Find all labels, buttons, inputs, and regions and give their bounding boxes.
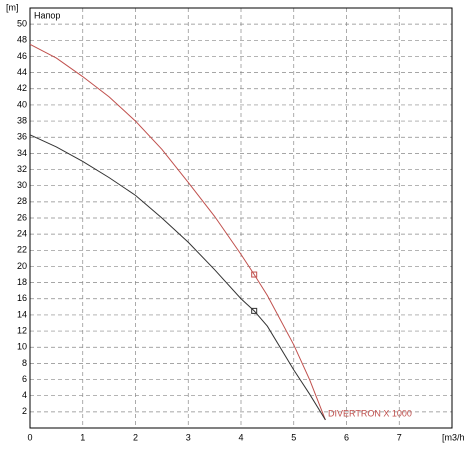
y-tick-label: 26 (17, 212, 27, 222)
y-tick-label: 10 (17, 342, 27, 352)
y-tick-label: 6 (22, 374, 27, 384)
y-tick-label: 8 (22, 358, 27, 368)
operating-point (251, 271, 258, 278)
y-tick-label: 2 (22, 406, 27, 416)
y-tick-label: 28 (17, 196, 27, 206)
inner-label: Напор (34, 10, 60, 20)
y-tick-label: 42 (17, 83, 27, 93)
x-tick-label: 7 (397, 432, 402, 442)
plot-frame (29, 7, 453, 429)
y-tick-label: 36 (17, 132, 27, 142)
y-tick-label: 40 (17, 99, 27, 109)
y-tick-label: 48 (17, 35, 27, 45)
x-tick-label: 6 (344, 432, 349, 442)
y-tick-label: 20 (17, 261, 27, 271)
x-tick-label: 3 (186, 432, 191, 442)
operating-point (251, 307, 258, 314)
curve (29, 134, 326, 421)
y-tick-label: 38 (17, 115, 27, 125)
y-tick-label: 32 (17, 164, 27, 174)
y-tick-label: 22 (17, 245, 27, 255)
y-tick-label: 24 (17, 229, 27, 239)
y-tick-label: 34 (17, 148, 27, 158)
x-tick-label: 1 (80, 432, 85, 442)
y-axis-label: [m] (6, 2, 19, 12)
y-tick-label: 44 (17, 67, 27, 77)
curve (29, 43, 326, 421)
y-tick-label: 18 (17, 277, 27, 287)
y-tick-label: 4 (22, 390, 27, 400)
y-tick-label: 12 (17, 325, 27, 335)
x-tick-label: 4 (238, 432, 243, 442)
y-tick-label: 14 (17, 309, 27, 319)
y-tick-label: 46 (17, 51, 27, 61)
annotation: DIVERTRON X 1000 (328, 408, 412, 418)
x-tick-label: 0 (27, 432, 32, 442)
y-tick-label: 50 (17, 19, 27, 29)
y-tick-label: 16 (17, 293, 27, 303)
x-axis-label: [m3/h (442, 432, 465, 442)
y-tick-label: 30 (17, 180, 27, 190)
x-tick-label: 2 (133, 432, 138, 442)
x-tick-label: 5 (291, 432, 296, 442)
